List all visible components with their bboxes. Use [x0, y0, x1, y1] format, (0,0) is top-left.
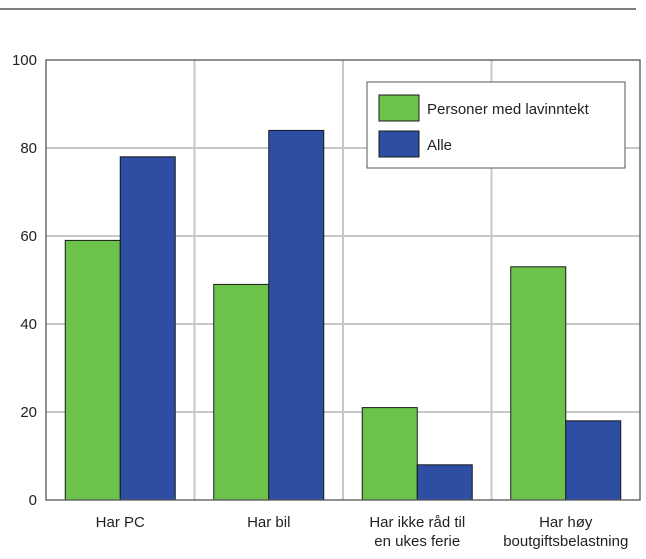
x-category-label-line: Har ikke råd til — [369, 514, 465, 531]
bar-series2-cat1 — [119, 156, 176, 501]
y-tick-label: 100 — [12, 52, 37, 69]
x-category-label-line: Har PC — [96, 514, 145, 531]
bar-series2-cat4 — [565, 420, 622, 501]
legend: Personer med lavinntekt Alle — [366, 81, 626, 169]
bar-series2-cat2 — [268, 129, 325, 501]
bar-series2-cat3 — [416, 464, 473, 501]
bars-layer — [64, 129, 622, 501]
x-category-label-line: boutgiftsbelastning — [503, 533, 628, 550]
bar-series1-cat4 — [510, 266, 567, 501]
y-tick-label: 40 — [20, 316, 37, 333]
plot-frame — [45, 59, 641, 501]
axis-layer: 0 20 40 60 80 100 Har PC Har bil Har ikke råd ti… — [12, 52, 641, 550]
x-category-label-line: en ukes ferie — [374, 533, 460, 550]
x-category-label-line: Har høy — [539, 514, 593, 531]
legend-label-series1: Personer med lavinntekt — [427, 101, 590, 118]
legend-label-series2: Alle — [427, 137, 452, 154]
legend-swatch-series1 — [378, 94, 420, 122]
legend-swatch-series2 — [378, 130, 420, 158]
y-tick-label: 60 — [20, 228, 37, 245]
x-category-label: Har bil — [247, 514, 290, 531]
bar-series1-cat3 — [361, 407, 418, 501]
bar-series1-cat2 — [213, 283, 270, 501]
x-category-label: Har ikke råd til en ukes ferie — [369, 514, 465, 550]
x-category-label: Har PC — [96, 514, 145, 531]
x-category-label: Har høy boutgiftsbelastning — [503, 514, 628, 550]
bar-series1-cat1 — [64, 239, 121, 501]
y-tick-label: 80 — [20, 140, 37, 157]
y-tick-label: 0 — [29, 492, 37, 509]
x-category-label-line: Har bil — [247, 514, 290, 531]
y-tick-label: 20 — [20, 404, 37, 421]
